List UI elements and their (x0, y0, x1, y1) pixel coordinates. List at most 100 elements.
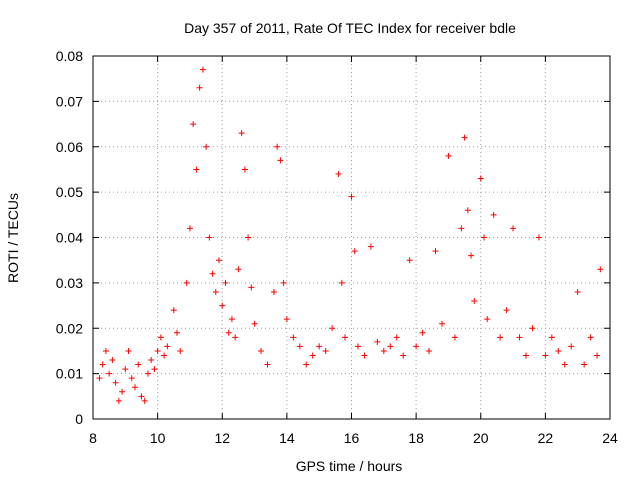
data-point (138, 393, 145, 400)
y-tick-label: 0.08 (56, 48, 83, 64)
data-point (561, 361, 568, 368)
data-points (96, 66, 604, 404)
data-point (274, 143, 281, 150)
data-point (503, 307, 510, 314)
data-point (458, 225, 465, 232)
y-tick-label: 0.03 (56, 275, 83, 291)
data-point (157, 334, 164, 341)
data-point (296, 343, 303, 350)
data-point (280, 279, 287, 286)
data-point (548, 334, 555, 341)
data-point (196, 84, 203, 91)
data-point (248, 284, 255, 291)
data-point (316, 343, 323, 350)
data-point (290, 334, 297, 341)
data-point (574, 288, 581, 295)
data-point (597, 266, 604, 273)
data-point (109, 357, 116, 364)
data-point (183, 279, 190, 286)
data-point (387, 343, 394, 350)
data-point (264, 361, 271, 368)
data-point (367, 243, 374, 250)
x-tick-label: 22 (538, 430, 554, 446)
data-point (270, 288, 277, 295)
data-point (351, 248, 358, 255)
data-point (199, 66, 206, 73)
data-point (225, 329, 232, 336)
data-point (119, 388, 126, 395)
x-tick-label: 20 (473, 430, 489, 446)
data-point (329, 325, 336, 332)
data-point (406, 257, 413, 264)
data-point (451, 334, 458, 341)
axis-ticks: 8 10 12 14 16 18 20 22 24 0 0.01 0.02 0.03 0.04 0.05 0.… (56, 48, 618, 446)
data-point (529, 325, 536, 332)
data-point (190, 121, 197, 128)
data-point (594, 352, 601, 359)
data-point (148, 357, 155, 364)
y-axis-label: ROTI / TECUs (5, 193, 21, 283)
data-point (222, 279, 229, 286)
y-tick-label: 0.05 (56, 184, 83, 200)
data-point (125, 347, 132, 354)
data-point (426, 347, 433, 354)
y-tick-label: 0.02 (56, 320, 83, 336)
data-point (112, 379, 119, 386)
data-point (144, 370, 151, 377)
data-point (132, 384, 139, 391)
data-point (522, 352, 529, 359)
y-tick-label: 0.07 (56, 93, 83, 109)
y-tick-label: 0.06 (56, 139, 83, 155)
data-point (170, 307, 177, 314)
data-point (128, 375, 135, 382)
data-point (354, 343, 361, 350)
data-point (438, 320, 445, 327)
data-point (464, 207, 471, 214)
data-point (209, 270, 216, 277)
data-point (555, 347, 562, 354)
data-point (212, 288, 219, 295)
x-tick-label: 18 (408, 430, 424, 446)
data-point (186, 225, 193, 232)
data-point (277, 157, 284, 164)
data-point (535, 234, 542, 241)
data-point (393, 334, 400, 341)
data-point (468, 252, 475, 259)
data-point (258, 347, 265, 354)
data-point (151, 366, 158, 373)
data-point (342, 334, 349, 341)
y-tick-label: 0.04 (56, 230, 83, 246)
data-point (245, 234, 252, 241)
data-point (581, 361, 588, 368)
data-point (232, 334, 239, 341)
chart-title: Day 357 of 2011, Rate Of TEC Index for r… (184, 20, 516, 36)
data-point (106, 370, 113, 377)
data-point (161, 352, 168, 359)
x-tick-label: 24 (602, 430, 618, 446)
x-tick-label: 14 (279, 430, 295, 446)
data-point (193, 166, 200, 173)
data-point (203, 143, 210, 150)
data-point (338, 279, 345, 286)
data-point (241, 166, 248, 173)
data-point (238, 130, 245, 137)
data-point (461, 134, 468, 141)
data-point (484, 316, 491, 323)
x-tick-label: 10 (150, 430, 166, 446)
grid-lines (93, 56, 610, 419)
data-point (568, 343, 575, 350)
data-point (516, 334, 523, 341)
data-point (96, 375, 103, 382)
data-point (309, 352, 316, 359)
data-point (322, 347, 329, 354)
x-tick-label: 16 (344, 430, 360, 446)
data-point (542, 352, 549, 359)
data-point (135, 361, 142, 368)
data-point (219, 302, 226, 309)
data-point (122, 366, 129, 373)
data-point (348, 193, 355, 200)
data-point (361, 352, 368, 359)
data-point (480, 234, 487, 241)
data-point (174, 329, 181, 336)
